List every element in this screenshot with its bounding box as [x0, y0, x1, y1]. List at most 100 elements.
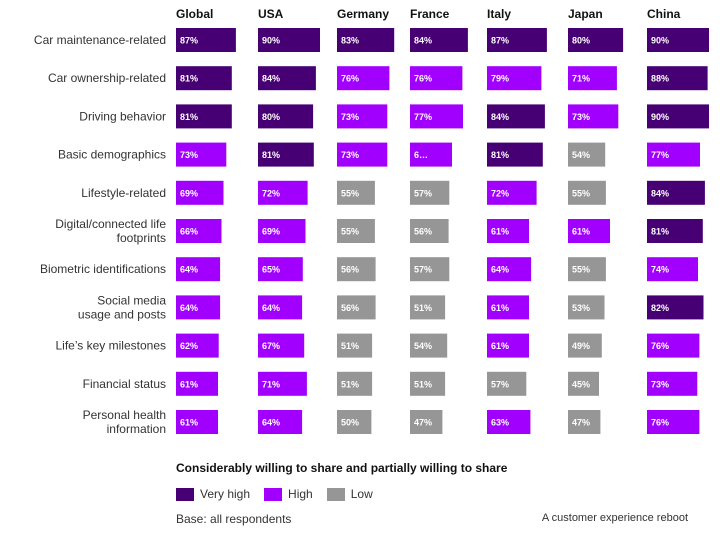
cell-bar-r1-c0: [176, 66, 232, 91]
cell-bar-r0-c5: [568, 28, 624, 52]
cell-label-r6-c5: 55%: [572, 265, 590, 275]
cell-bar-r3-c5: [568, 142, 606, 167]
cell-bar-r4-c1: [258, 180, 308, 205]
cell-bar-r8-c3: [410, 333, 448, 358]
cell-bar-r4-c3: [410, 180, 450, 205]
cell-bar-r2-c2: [337, 104, 388, 129]
cell-label-r10-c6: 76%: [651, 418, 669, 428]
row-label-7-line-1: usage and posts: [78, 307, 166, 321]
cell-bar-r1-c2: [337, 66, 390, 91]
cell-bar-r0-c3: [410, 28, 468, 52]
row-label-5-line-1: footprints: [117, 231, 166, 245]
cell-label-r7-c1: 64%: [262, 303, 280, 313]
cell-bar-r8-c4: [487, 333, 529, 358]
legend-item-low: Low: [326, 487, 373, 501]
cell-bar-r8-c2: [337, 333, 373, 358]
cell-bar-r7-c4: [487, 295, 529, 320]
cell-label-r5-c4: 61%: [491, 227, 509, 237]
cell-bar-r4-c4: [487, 180, 537, 205]
row-label-2: Driving behavior: [79, 109, 166, 123]
cell-bar-r3-c1: [258, 142, 314, 167]
cell-label-r10-c3: 47%: [414, 418, 432, 428]
cell-bar-r6-c6: [647, 257, 698, 282]
cell-bar-r5-c3: [410, 219, 449, 243]
cell-label-r1-c4: 79%: [491, 74, 509, 84]
cell-bar-r9-c1: [258, 371, 307, 396]
cell-bar-r10-c1: [258, 410, 303, 434]
cell-label-r3-c1: 81%: [262, 150, 280, 160]
cell-label-r0-c2: 83%: [341, 36, 359, 46]
cell-bar-r7-c6: [647, 295, 704, 320]
cell-bar-r3-c0: [176, 142, 227, 167]
cell-label-r6-c1: 65%: [262, 265, 280, 275]
cell-label-r4-c1: 72%: [262, 188, 280, 198]
cell-label-r9-c3: 51%: [414, 379, 432, 389]
cell-label-r8-c0: 62%: [180, 341, 198, 351]
column-header-global: Global: [176, 7, 213, 21]
cell-label-r3-c4: 81%: [491, 150, 509, 160]
cell-bar-r1-c3: [410, 66, 463, 91]
cell-label-r2-c1: 80%: [262, 112, 280, 122]
cell-bar-r3-c3: [410, 142, 452, 167]
cell-label-r9-c0: 61%: [180, 379, 198, 389]
cell-label-r6-c0: 64%: [180, 265, 198, 275]
cell-bar-r3-c4: [487, 142, 543, 167]
cell-bar-r5-c0: [176, 219, 222, 243]
cell-label-r1-c5: 71%: [572, 74, 590, 84]
row-label-10-line-0: Personal health: [83, 408, 166, 422]
cell-label-r1-c6: 88%: [651, 74, 669, 84]
cell-bar-r1-c4: [487, 66, 542, 91]
legend-item-very-high: Very high: [176, 487, 250, 501]
cell-label-r1-c2: 76%: [341, 74, 359, 84]
cell-label-r7-c0: 64%: [180, 303, 198, 313]
cell-label-r5-c0: 66%: [180, 227, 198, 237]
cell-bar-r10-c0: [176, 410, 218, 434]
cell-bar-r10-c2: [337, 410, 372, 434]
column-header-italy: Italy: [487, 7, 511, 21]
cell-label-r0-c5: 80%: [572, 36, 590, 46]
cell-bar-r2-c0: [176, 104, 232, 129]
cell-label-r6-c2: 56%: [341, 265, 359, 275]
cell-bar-r9-c0: [176, 371, 218, 396]
legend-label-low: Low: [350, 487, 373, 501]
cell-label-r3-c0: 73%: [180, 150, 198, 160]
cell-label-r8-c3: 54%: [414, 341, 432, 351]
cell-label-r8-c6: 76%: [651, 341, 669, 351]
cell-bar-r0-c6: [647, 28, 709, 52]
legend-swatch-low: [326, 487, 345, 501]
heatmap-chart: Global USA Germany France Italy Japan China Car…: [34, 7, 709, 436]
cell-bar-r5-c2: [337, 219, 375, 243]
cell-label-r9-c1: 71%: [262, 379, 280, 389]
cell-bar-r6-c4: [487, 257, 532, 282]
cell-label-r7-c5: 53%: [572, 303, 590, 313]
legend-swatch-very-high: [176, 487, 194, 501]
cell-bar-r6-c1: [258, 257, 303, 282]
cell-label-r7-c2: 56%: [341, 303, 359, 313]
cell-label-r10-c0: 61%: [180, 418, 198, 428]
cell-label-r9-c6: 73%: [651, 379, 669, 389]
cell-bar-r0-c0: [176, 28, 236, 52]
cell-label-r9-c4: 57%: [491, 379, 509, 389]
cell-bar-r4-c5: [568, 180, 606, 205]
cell-label-r6-c6: 74%: [651, 265, 669, 275]
cell-label-r2-c2: 73%: [341, 112, 359, 122]
cell-label-r4-c0: 69%: [180, 188, 198, 198]
cell-label-r2-c5: 73%: [572, 112, 590, 122]
cell-bar-r1-c1: [258, 66, 316, 91]
legend-swatch-high: [264, 487, 283, 501]
cell-bar-r10-c4: [487, 410, 531, 434]
row-label-3: Basic demographics: [58, 148, 166, 162]
cell-bar-r3-c6: [647, 142, 700, 167]
base-note: Base: all respondents: [176, 512, 292, 526]
cell-label-r10-c5: 47%: [572, 418, 590, 428]
row-label-7-line-0: Social media: [97, 293, 166, 307]
cell-label-r3-c6: 77%: [651, 150, 669, 160]
cell-bar-r0-c2: [337, 28, 395, 52]
cell-label-r0-c6: 90%: [651, 36, 669, 46]
cell-bar-r9-c5: [568, 371, 599, 396]
row-label-8: Life’s key milestones: [56, 339, 167, 353]
column-header-japan: Japan: [568, 7, 603, 21]
cell-label-r1-c3: 76%: [414, 74, 432, 84]
row-label-9: Financial status: [83, 377, 166, 391]
cell-label-r1-c0: 81%: [180, 74, 198, 84]
